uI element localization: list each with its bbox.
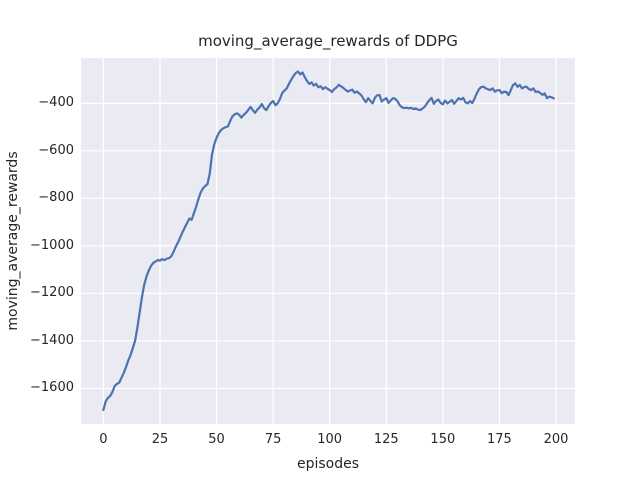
x-tick-label: 175: [486, 432, 512, 447]
line-chart-canvas: [81, 58, 575, 424]
x-tick-label: 125: [373, 432, 399, 447]
x-axis-label: episodes: [296, 456, 360, 472]
x-tick-label: 100: [317, 432, 343, 447]
plot-area: [81, 58, 575, 424]
series-line-moving_average_rewards: [102, 70, 555, 412]
y-tick-label: −600: [38, 142, 74, 158]
x-tick-label: 150: [430, 432, 456, 447]
y-tick-label: −400: [38, 95, 74, 111]
x-tick-label: 0: [99, 432, 108, 447]
y-tick-label: −1400: [30, 332, 74, 348]
y-tick-label: −1600: [30, 380, 74, 396]
y-tick-label: −800: [38, 190, 74, 206]
x-tick-label: 200: [543, 432, 569, 447]
chart-title: moving_average_rewards of DDPG: [198, 32, 458, 50]
axes-background: [81, 58, 575, 424]
y-tick-label: −1200: [30, 285, 74, 301]
x-tick-label: 75: [264, 432, 282, 447]
x-tick-label: 25: [151, 432, 169, 447]
x-tick-label: 50: [208, 432, 225, 447]
y-tick-label: −1000: [30, 237, 74, 253]
